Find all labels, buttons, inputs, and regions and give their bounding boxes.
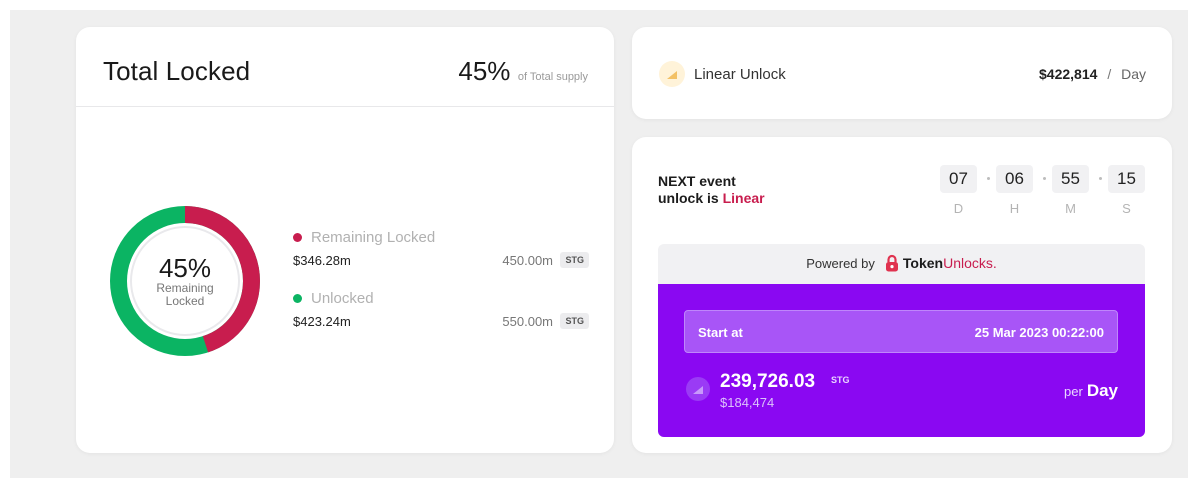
countdown-days-label: D <box>953 201 964 216</box>
next-event-line2: unlock is Linear <box>658 190 765 207</box>
green-dot-icon <box>293 294 302 303</box>
legend-item-name: Remaining Locked <box>311 229 436 246</box>
brand-unlocks: Unlocks <box>943 255 993 271</box>
tokenunlocks-logo[interactable]: Token Unlocks. <box>885 254 997 272</box>
next-event-card: NEXT event unlock is Linear 07 D 06 H 55… <box>632 137 1172 453</box>
legend-item-usd: $346.28m <box>293 253 351 268</box>
red-dot-icon <box>293 233 302 242</box>
donut-inner-ring <box>130 226 240 336</box>
countdown-days: 07 <box>940 165 977 193</box>
countdown-minutes: 55 <box>1052 165 1089 193</box>
legend-item-usd: $423.24m <box>293 314 351 329</box>
countdown-divider <box>987 177 990 180</box>
countdown-hours: 06 <box>996 165 1033 193</box>
token-badge: STG <box>560 252 589 268</box>
per-day-label: per Day <box>1064 381 1118 401</box>
rate-unit: Day <box>1121 66 1146 82</box>
donut-locked-segment <box>110 206 260 356</box>
unlock-amount-usd: $184,474 <box>720 395 775 410</box>
legend-item-values: $423.24m 550.00m STG <box>293 313 589 334</box>
unlock-details-panel: Start at 25 Mar 2023 00:22:00 239,726.03… <box>658 284 1145 437</box>
countdown-minutes-label: M <box>1065 201 1076 216</box>
per-unit: Day <box>1086 381 1118 400</box>
legend-item-amount: 550.00m <box>502 314 553 329</box>
start-at-box: Start at 25 Mar 2023 00:22:00 <box>684 310 1118 353</box>
total-locked-percent: 45% <box>458 56 511 86</box>
legend-unlocked: Unlocked $423.24m 550.00m STG <box>293 290 589 334</box>
donut-center-value: 45% <box>158 253 212 283</box>
start-at-label: Start at <box>698 325 743 340</box>
token-badge: STG <box>560 313 589 329</box>
rate-separator: / <box>1107 66 1112 82</box>
legend-item-values: $346.28m 450.00m STG <box>293 252 589 273</box>
brand-dot: . <box>992 255 997 271</box>
linear-unlock-card: Linear Unlock $422,814 / Day <box>632 27 1172 119</box>
total-locked-card: Total Locked 45% of Total supply 45% Rem… <box>76 27 614 453</box>
countdown-divider <box>1099 177 1102 180</box>
brand-token: Token <box>902 255 944 271</box>
powered-by-bar: Powered by Token Unlocks. <box>658 244 1145 284</box>
next-event-type: Linear <box>722 190 765 206</box>
legend-item-name: Unlocked <box>311 290 374 307</box>
unlock-amount: 239,726.03 <box>720 371 816 392</box>
total-locked-title: Total Locked <box>103 56 251 86</box>
dashboard-background: Total Locked 45% of Total supply 45% Rem… <box>10 10 1188 478</box>
donut-center-label-line1: Remaining <box>156 281 214 295</box>
total-locked-percent-group: 45% of Total supply <box>458 56 588 87</box>
donut-center-label-line2: Locked <box>165 294 205 308</box>
wedge-chart-icon <box>686 377 710 401</box>
next-event-line1: NEXT event <box>658 173 736 189</box>
legend-item-amount: 450.00m <box>502 253 553 268</box>
total-locked-header: Total Locked 45% of Total supply <box>76 27 614 107</box>
powered-by-label: Powered by <box>806 255 875 271</box>
unlock-amount-token: STG <box>831 375 850 385</box>
locked-donut-chart <box>110 206 260 356</box>
wedge-chart-glyph <box>693 386 703 394</box>
per-word: per <box>1064 384 1083 399</box>
legend-item-label: Remaining Locked <box>293 229 589 246</box>
legend-remaining-locked: Remaining Locked $346.28m 450.00m STG <box>293 229 589 273</box>
linear-unlock-amount: $422,814 <box>1039 66 1098 82</box>
wedge-chart-icon <box>659 61 685 87</box>
start-at-date: 25 Mar 2023 00:22:00 <box>974 325 1104 340</box>
countdown-hours-label: H <box>1009 201 1020 216</box>
wedge-chart-glyph <box>667 71 677 79</box>
linear-unlock-rate: $422,814 / Day <box>1039 66 1146 82</box>
countdown-divider <box>1043 177 1046 180</box>
donut-center: 45% Remaining Locked <box>110 206 260 356</box>
padlock-icon <box>885 254 898 272</box>
countdown-seconds: 15 <box>1108 165 1145 193</box>
page-edge <box>1190 0 1200 488</box>
legend-item-label: Unlocked <box>293 290 589 307</box>
linear-unlock-label: Linear Unlock <box>694 66 786 83</box>
next-event-prefix: unlock is <box>658 190 719 206</box>
countdown-seconds-label: S <box>1122 201 1131 216</box>
total-supply-caption: of Total supply <box>517 71 588 83</box>
next-event-title: NEXT event unlock is Linear <box>658 173 765 207</box>
